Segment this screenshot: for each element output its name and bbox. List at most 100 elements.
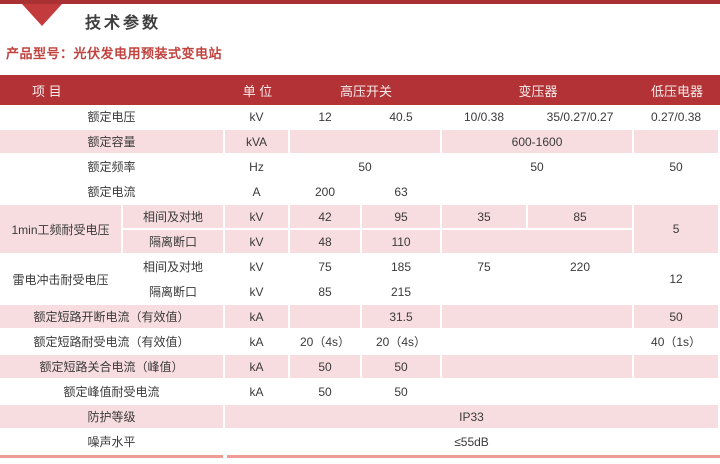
table-cell: kVA bbox=[225, 130, 290, 155]
table-row: 雷电冲击耐受电压 相间及对地 kV 75 185 75 220 12 bbox=[0, 255, 720, 305]
table-cell: 42 bbox=[290, 205, 362, 230]
table-row: 噪声水平 ≤55dB bbox=[0, 430, 720, 455]
table-cell bbox=[442, 305, 635, 330]
table-row: 额定峰值耐受电流 kA 50 50 bbox=[0, 380, 720, 405]
table-cell: 50 bbox=[290, 155, 443, 180]
table-cell: kV bbox=[225, 280, 290, 305]
table-cell: 额定短路关合电流（峰值） bbox=[0, 355, 225, 380]
table-cell: 1min工频耐受电压 bbox=[0, 205, 123, 255]
table-cell bbox=[634, 130, 720, 155]
table-cell: 50 bbox=[634, 305, 720, 330]
table-cell: 额定电流 bbox=[0, 180, 225, 205]
table-row: 隔离断口 kV 85 215 bbox=[0, 280, 720, 305]
section-title: 技术参数 bbox=[85, 15, 162, 32]
table-cell: 额定容量 bbox=[0, 130, 225, 155]
col-header-unit: 单 位 bbox=[225, 75, 290, 105]
table-cell: ≤55dB bbox=[225, 430, 720, 455]
table-cell: 额定短路开断电流（有效值） bbox=[0, 305, 225, 330]
table-cell: 185 bbox=[362, 255, 443, 280]
table-cell bbox=[634, 355, 720, 380]
col-header-item: 项 目 bbox=[0, 75, 225, 105]
top-accent-bar bbox=[0, 0, 720, 4]
table-cell: kA bbox=[225, 330, 290, 355]
table-row: 额定电流 A 200 63 bbox=[0, 180, 720, 205]
table-cell: 相间及对地 bbox=[123, 205, 225, 230]
table-cell bbox=[634, 180, 720, 205]
table-cell: Hz bbox=[225, 155, 290, 180]
table-cell bbox=[290, 305, 362, 330]
table-cell: 50 bbox=[442, 155, 635, 180]
table-cell: kV bbox=[225, 105, 290, 130]
section-marker-triangle-icon bbox=[22, 4, 62, 26]
table-cell bbox=[442, 280, 635, 305]
table-row: 额定容量 kVA 600-1600 bbox=[0, 130, 720, 155]
col-header-transformer: 变压器 bbox=[442, 75, 635, 105]
table-cell: 隔离断口 bbox=[123, 230, 225, 255]
table-cell: 0.27/0.38 bbox=[634, 105, 720, 130]
table-row: 额定短路开断电流（有效值） kA 31.5 50 bbox=[0, 305, 720, 330]
table-cell: 50 bbox=[362, 355, 443, 380]
table-cell: 额定峰值耐受电流 bbox=[0, 380, 225, 405]
table-cell: 35/0.27/0.27 bbox=[528, 105, 635, 130]
table-cell bbox=[442, 180, 635, 205]
table-cell: 35 bbox=[442, 205, 529, 230]
table-cell: 31.5 bbox=[362, 305, 443, 330]
table-row: 额定频率 Hz 50 50 50 bbox=[0, 155, 720, 180]
table-cell: 雷电冲击耐受电压 bbox=[0, 255, 123, 305]
table-row: 额定电压 kV 12 40.5 10/0.38 35/0.27/0.27 0.27/0.38 bbox=[0, 105, 720, 130]
table-cell: IP33 bbox=[225, 405, 720, 430]
table-cell: 50 bbox=[290, 355, 362, 380]
table-cell: 相间及对地 bbox=[123, 255, 225, 280]
bottom-line-gap bbox=[223, 455, 227, 458]
table-cell: kA bbox=[225, 380, 290, 405]
table-cell: 95 bbox=[362, 205, 443, 230]
table-cell: 200 bbox=[290, 180, 362, 205]
bottom-line-right-segment bbox=[227, 455, 720, 458]
table-cell: 20（4s） bbox=[290, 330, 362, 355]
table-cell bbox=[442, 230, 635, 255]
table-cell: 85 bbox=[528, 205, 635, 230]
table-row: 额定短路关合电流（峰值） kA 50 50 bbox=[0, 355, 720, 380]
table-cell: kA bbox=[225, 355, 290, 380]
table-cell: 85 bbox=[290, 280, 362, 305]
table-cell: kV bbox=[225, 205, 290, 230]
table-cell: 额定频率 bbox=[0, 155, 225, 180]
bottom-line-left-segment bbox=[0, 455, 223, 458]
table-row: 防护等级 IP33 bbox=[0, 405, 720, 430]
table-cell: 额定短路耐受电流（有效值） bbox=[0, 330, 225, 355]
table-cell: 20（4s） bbox=[362, 330, 443, 355]
technical-parameters-table: 项 目 单 位 高压开关 变压器 低压电器 额定电压 kV 12 40.5 10/0.3… bbox=[0, 75, 720, 455]
table-cell: 600-1600 bbox=[442, 130, 635, 155]
table-cell: kA bbox=[225, 305, 290, 330]
table-cell: A bbox=[225, 180, 290, 205]
table-cell: 63 bbox=[362, 180, 443, 205]
table-cell: 12 bbox=[290, 105, 362, 130]
table-cell: 50 bbox=[362, 380, 443, 405]
table-cell: 110 bbox=[362, 230, 443, 255]
header-row: 项 目 单 位 高压开关 变压器 低压电器 bbox=[0, 75, 720, 105]
table-row: 1min工频耐受电压 相间及对地 kV 42 95 35 85 5 bbox=[0, 205, 720, 255]
spec-table-body: 额定电压 kV 12 40.5 10/0.38 35/0.27/0.27 0.27/0.38… bbox=[0, 105, 720, 455]
table-cell: 40.5 bbox=[362, 105, 443, 130]
table-cell: 5 bbox=[634, 205, 720, 255]
table-cell bbox=[442, 355, 635, 380]
bottom-accent-line bbox=[0, 455, 720, 458]
table-cell: 隔离断口 bbox=[123, 280, 225, 305]
product-model-line: 产品型号：光伏发电用预装式变电站 bbox=[6, 46, 223, 61]
table-cell bbox=[442, 380, 635, 405]
table-cell: 48 bbox=[290, 230, 362, 255]
table-cell: 40（1s） bbox=[634, 330, 720, 355]
table-cell: 12 bbox=[634, 255, 720, 305]
spec-table-header: 项 目 单 位 高压开关 变压器 低压电器 bbox=[0, 75, 720, 105]
table-cell: 220 bbox=[528, 255, 635, 280]
col-header-lv-apparatus: 低压电器 bbox=[634, 75, 720, 105]
table-cell bbox=[290, 130, 443, 155]
table-cell: kV bbox=[225, 230, 290, 255]
col-header-hv-switch: 高压开关 bbox=[290, 75, 443, 105]
table-cell: 75 bbox=[290, 255, 362, 280]
table-row: 额定短路耐受电流（有效值） kA 20（4s） 20（4s） 40（1s） bbox=[0, 330, 720, 355]
table-cell: kV bbox=[225, 255, 290, 280]
table-cell: 50 bbox=[634, 155, 720, 180]
table-cell: 215 bbox=[362, 280, 443, 305]
